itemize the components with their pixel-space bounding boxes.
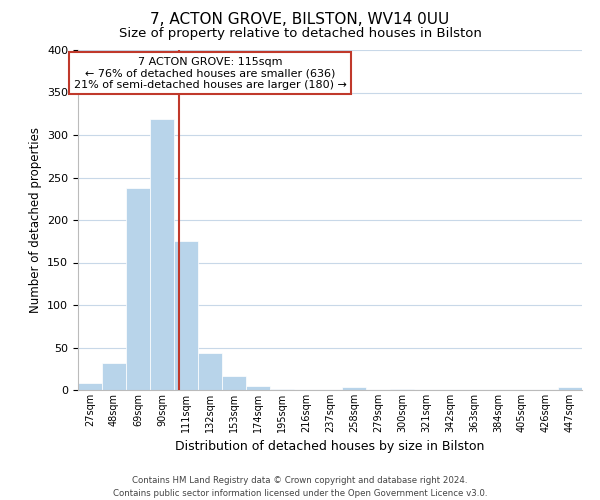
Bar (558, 388, 582, 390)
Bar (78, 383, 102, 390)
Text: Contains HM Land Registry data © Crown copyright and database right 2024.
Contai: Contains HM Land Registry data © Crown c… (113, 476, 487, 498)
Text: 7 ACTON GROVE: 115sqm
← 76% of detached houses are smaller (636)
21% of semi-det: 7 ACTON GROVE: 115sqm ← 76% of detached … (74, 57, 346, 90)
Bar (150, 119, 174, 390)
Bar (390, 389, 414, 390)
Bar (342, 388, 366, 390)
Bar (102, 363, 126, 390)
Bar (198, 352, 222, 390)
X-axis label: Distribution of detached houses by size in Bilston: Distribution of detached houses by size … (175, 440, 485, 454)
Bar (246, 386, 270, 390)
Y-axis label: Number of detached properties: Number of detached properties (29, 127, 41, 313)
Bar (174, 242, 198, 390)
Text: 7, ACTON GROVE, BILSTON, WV14 0UU: 7, ACTON GROVE, BILSTON, WV14 0UU (151, 12, 449, 28)
Bar (270, 389, 294, 390)
Bar (126, 188, 150, 390)
Text: Size of property relative to detached houses in Bilston: Size of property relative to detached ho… (119, 28, 481, 40)
Bar (222, 376, 246, 390)
